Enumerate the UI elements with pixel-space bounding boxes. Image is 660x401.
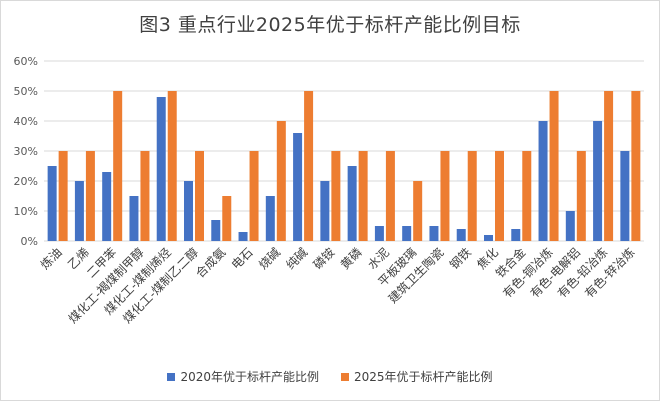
- legend-swatch-2025: [341, 372, 349, 381]
- bar: [593, 121, 603, 241]
- bar: [74, 181, 84, 241]
- bar: [195, 151, 204, 241]
- x-tick-label: 黄磷: [337, 245, 365, 273]
- bar: [58, 151, 68, 241]
- bar: [276, 121, 286, 241]
- bar: [538, 121, 548, 241]
- bar: [522, 151, 532, 241]
- legend-swatch-2020: [167, 372, 176, 381]
- bar: [249, 151, 259, 241]
- bar: [47, 166, 57, 241]
- bar: [293, 133, 303, 241]
- bar: [604, 91, 614, 241]
- chart-title: 图3 重点行业2025年优于标杆产能比例目标: [139, 14, 521, 36]
- bar: [467, 151, 477, 241]
- bar: [347, 166, 357, 241]
- bar: [265, 196, 275, 241]
- y-tick-label: 20%: [14, 175, 38, 188]
- x-tick-label: 电石: [229, 245, 256, 272]
- legend-item-2025: 2025年优于标杆产能比例: [341, 368, 493, 385]
- bar: [102, 172, 112, 241]
- x-tick-label: 合成氨: [192, 245, 228, 281]
- y-tick-label: 40%: [14, 115, 38, 128]
- x-tick-label: 炼油: [37, 245, 65, 273]
- x-tick-label: 纯碱: [283, 245, 310, 272]
- x-tick-label: 钢铁: [447, 245, 474, 272]
- bar: [304, 91, 314, 241]
- bar: [385, 151, 395, 241]
- bar: [549, 91, 559, 241]
- bar: [576, 151, 586, 241]
- y-tick-label: 0%: [21, 235, 38, 248]
- bar: [211, 220, 221, 241]
- bar: [511, 229, 521, 241]
- y-tick-label: 60%: [14, 55, 38, 68]
- bar: [456, 229, 466, 241]
- bar: [140, 151, 150, 241]
- bar: [484, 235, 493, 241]
- legend-item-2020: 2020年优于标杆产能比例: [167, 368, 319, 385]
- bar: [167, 91, 177, 241]
- bar: [331, 151, 341, 241]
- y-tick-label: 30%: [14, 145, 38, 158]
- bar: [374, 226, 384, 241]
- bar: [129, 196, 139, 241]
- bar: [358, 151, 368, 241]
- bar: [184, 181, 193, 241]
- bar: [440, 151, 450, 241]
- bar: [238, 232, 248, 241]
- legend-label-2020: 2020年优于标杆产能比例: [180, 370, 319, 384]
- y-tick-label: 10%: [14, 205, 38, 218]
- chart-legend: 2020年优于标杆产能比例 2025年优于标杆产能比例: [0, 368, 660, 385]
- bar: [85, 151, 95, 241]
- bar: [495, 151, 504, 241]
- bar: [429, 226, 439, 241]
- bar: [402, 226, 412, 241]
- bar: [113, 91, 123, 241]
- legend-label-2025: 2025年优于标杆产能比例: [354, 370, 493, 384]
- bar: [620, 151, 630, 241]
- bar: [156, 97, 166, 241]
- bar: [222, 196, 232, 241]
- bar: [565, 211, 575, 241]
- bar: [631, 91, 641, 241]
- bar: [413, 181, 423, 241]
- x-tick-label: 磷铵: [310, 245, 338, 273]
- y-tick-label: 50%: [14, 85, 38, 98]
- bar: [320, 181, 330, 241]
- x-tick-label: 烧碱: [256, 245, 283, 272]
